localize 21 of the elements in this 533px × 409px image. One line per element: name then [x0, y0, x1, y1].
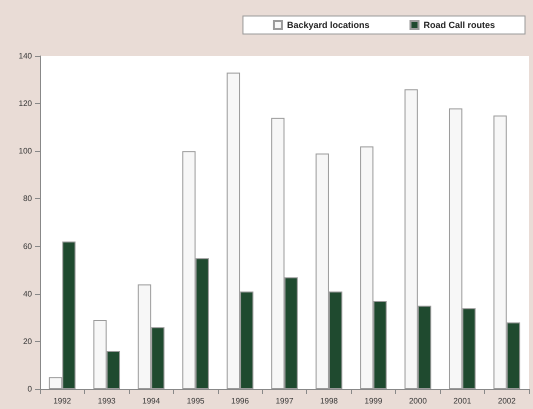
x-tick-label: 1994	[142, 396, 161, 406]
x-tick-label: 1997	[276, 396, 294, 406]
x-tick-label: 2002	[498, 396, 516, 406]
x-tick-label: 1995	[186, 396, 206, 406]
x-tick-label: 1996	[231, 396, 250, 406]
x-tick-label: 1993	[98, 396, 116, 406]
y-tick-label: 140	[18, 52, 33, 60]
x-tick-label: 2001	[453, 396, 472, 406]
y-tick-label: 80	[23, 194, 33, 204]
y-tick-label: 60	[23, 242, 33, 251]
x-tick-label: 1998	[320, 396, 338, 406]
y-tick-label: 0	[28, 384, 33, 394]
x-tick-label: 2000	[408, 396, 428, 406]
y-tick-label: 120	[18, 99, 33, 108]
legend-label: Backyard locations	[286, 20, 370, 30]
x-tick-label: 1999	[364, 396, 383, 406]
y-tick-label: 40	[23, 289, 33, 298]
y-tick-label: 20	[23, 336, 33, 346]
legend-label: Road Call routes	[423, 20, 496, 30]
x-tick-label: 1992	[53, 396, 72, 406]
y-tick-label: 100	[18, 146, 33, 156]
